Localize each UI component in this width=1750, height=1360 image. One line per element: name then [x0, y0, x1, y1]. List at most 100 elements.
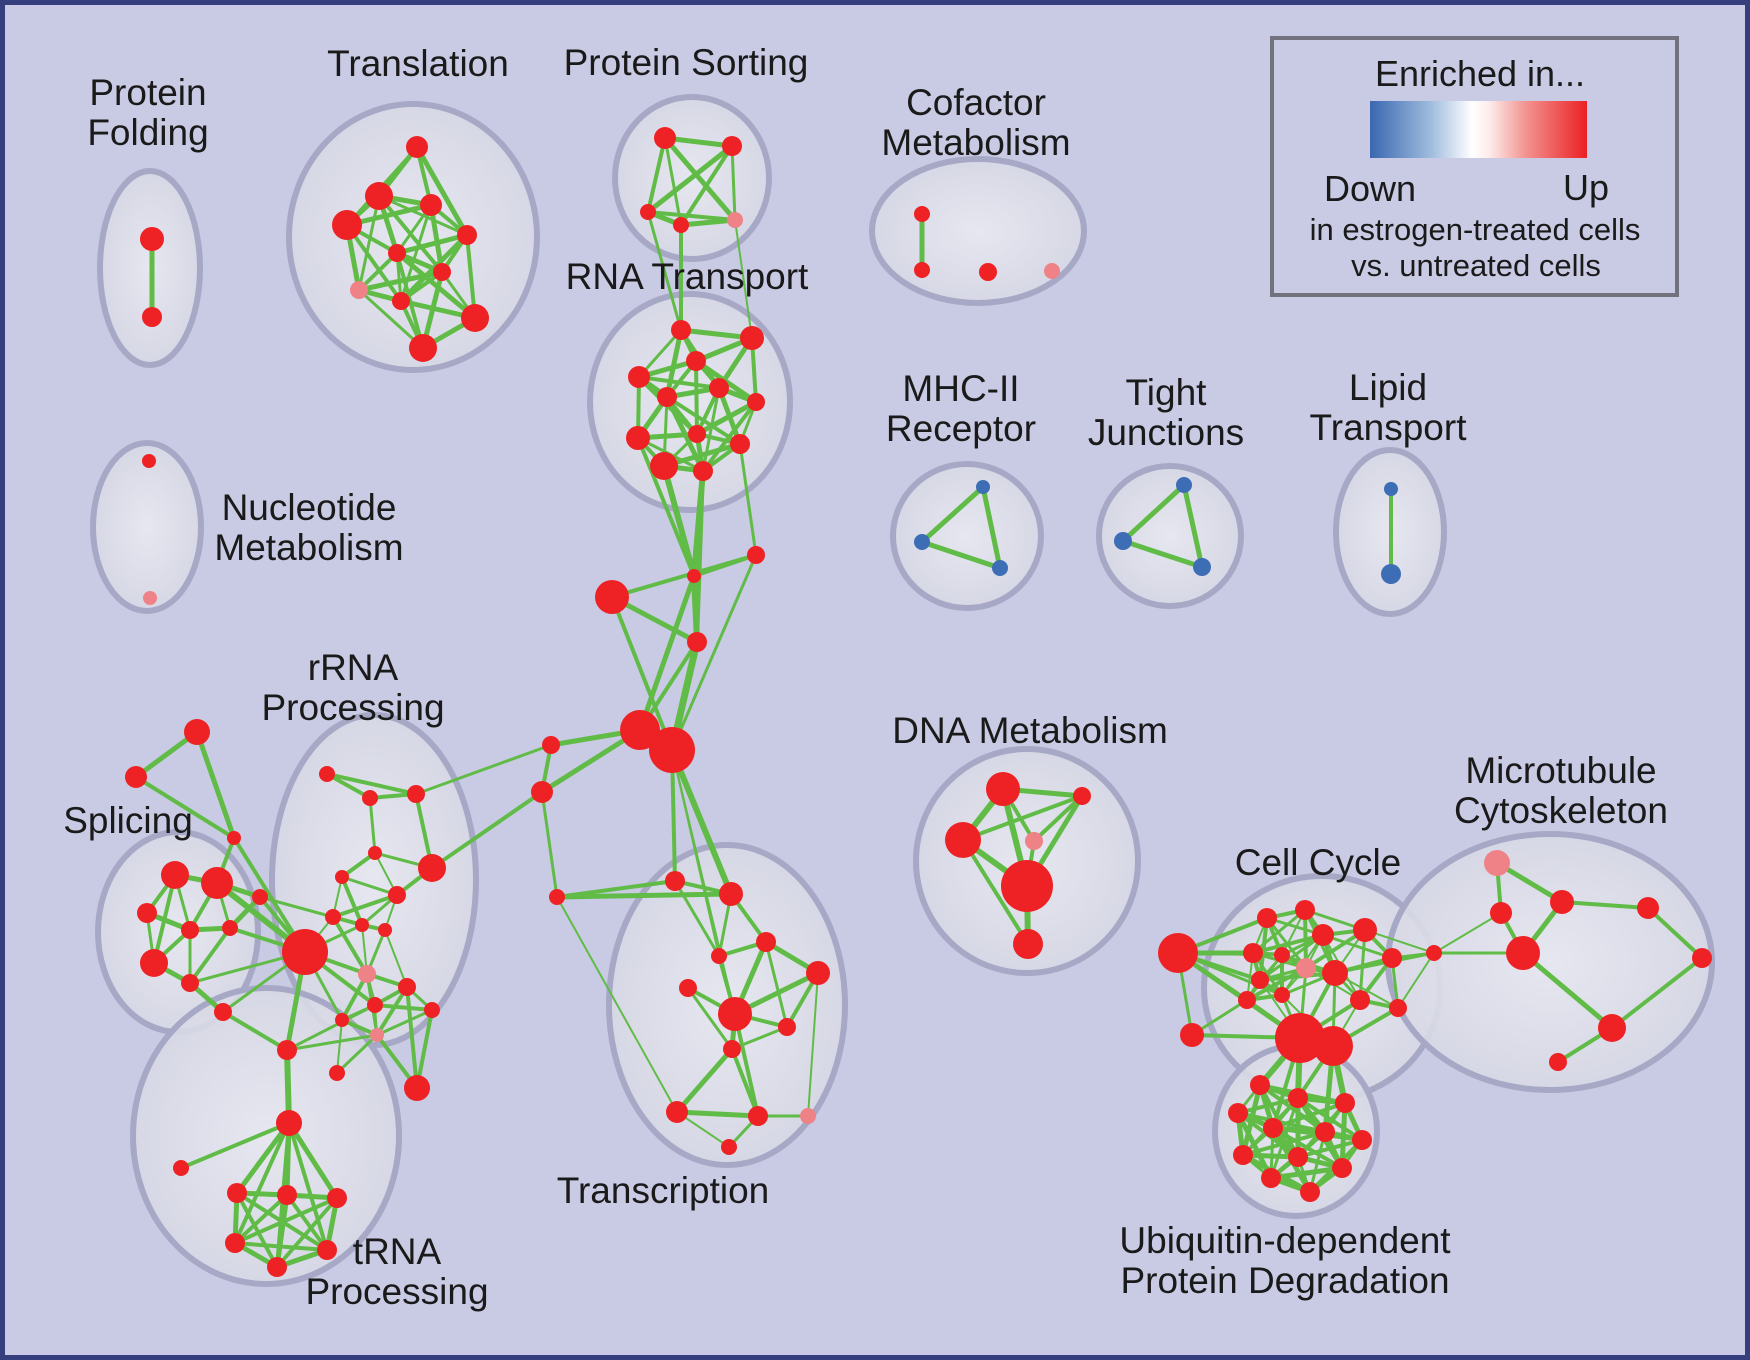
node-protein_sorting-3	[673, 217, 689, 233]
edge	[961, 794, 1084, 842]
node-cofactor-1	[914, 262, 930, 278]
node-rna_transport-0	[671, 320, 691, 340]
node-connectors-3	[687, 632, 707, 652]
edge	[678, 217, 738, 228]
edge	[1268, 1165, 1345, 1181]
edge	[134, 775, 236, 840]
node-splicing-8	[252, 889, 268, 905]
edge	[662, 135, 738, 223]
edge	[221, 1010, 289, 1052]
edge	[1120, 538, 1205, 570]
edge	[556, 896, 678, 1113]
node-nucleotide-0	[142, 454, 156, 468]
node-rna_transport-4	[657, 387, 677, 407]
edge	[1646, 906, 1704, 960]
node-rrna-9	[378, 923, 392, 937]
edge	[357, 288, 425, 350]
node-protein_sorting-0	[654, 127, 676, 149]
edge	[233, 1196, 339, 1245]
edge	[610, 595, 674, 752]
edge	[1321, 933, 1394, 960]
node-splicing-6	[181, 974, 199, 992]
node-transcription-6	[718, 997, 752, 1031]
node-dna-1	[1073, 787, 1091, 805]
node-connectors-8	[549, 889, 565, 905]
node-cell_cycle-10	[1275, 1013, 1325, 1063]
cluster-label-mhc: Receptor	[886, 408, 1036, 449]
node-lipid-0	[1384, 482, 1398, 496]
node-trna-2	[173, 1160, 189, 1176]
node-connectors-1	[747, 546, 765, 564]
node-dna-4	[1001, 860, 1053, 912]
edge	[730, 1047, 760, 1118]
node-cell_cycle-8	[1274, 987, 1290, 1003]
node-mhc-0	[976, 480, 990, 494]
node-translation-4	[457, 225, 477, 245]
node-nucleotide-1	[143, 591, 157, 605]
edge	[345, 223, 403, 303]
node-mhc-2	[992, 560, 1008, 576]
cluster-label-dna: DNA Metabolism	[892, 710, 1168, 751]
edge	[414, 743, 553, 796]
node-connectors-2	[595, 580, 629, 614]
node-transcription-3	[711, 948, 727, 964]
cluster-label-rna_transport: RNA Transport	[566, 256, 809, 297]
node-ubiquitin-7	[1233, 1145, 1253, 1165]
edge	[430, 790, 544, 870]
edge	[188, 926, 232, 985]
edge	[368, 796, 377, 855]
node-rrna-10	[282, 929, 328, 975]
node-protein_folding-0	[140, 227, 164, 251]
node-trna-3	[227, 1183, 247, 1203]
node-ubiquitin-4	[1263, 1118, 1283, 1138]
node-splicing_triangle-2	[227, 831, 241, 845]
edge	[233, 1193, 289, 1245]
node-protein_sorting-1	[722, 136, 742, 156]
edge	[637, 375, 721, 390]
edge	[636, 436, 696, 578]
node-cell_cycle-15	[1389, 999, 1407, 1017]
cluster-label-rrna: rRNA	[308, 647, 399, 688]
node-trna-4	[277, 1185, 297, 1205]
node-dna-2	[945, 822, 981, 858]
node-connectors-7	[531, 781, 553, 803]
edge	[669, 747, 734, 897]
edge	[235, 1191, 279, 1269]
node-trna-0	[276, 1110, 302, 1136]
node-cell_cycle-3	[1243, 943, 1263, 963]
cluster-label-ubiquitin: Ubiquitin-dependent	[1119, 1220, 1451, 1261]
node-rrna-18	[329, 1065, 345, 1081]
node-transcription-12	[721, 1139, 737, 1155]
node-trna-7	[317, 1240, 337, 1260]
node-cell_cycle-1	[1295, 900, 1315, 920]
node-ubiquitin-5	[1315, 1122, 1335, 1142]
edge	[1520, 950, 1615, 1031]
node-ubiquitin-8	[1288, 1147, 1308, 1167]
node-cell_cycle_out-1	[1180, 1023, 1204, 1047]
node-splicing_triangle-0	[184, 719, 210, 745]
edge	[919, 484, 986, 545]
node-ubiquitin-10	[1261, 1168, 1281, 1188]
node-transcription-1	[719, 882, 743, 906]
node-ubiquitin-11	[1300, 1182, 1320, 1202]
node-splicing_triangle-1	[125, 766, 147, 788]
node-rna_transport-5	[709, 378, 729, 398]
edge	[285, 1003, 377, 1052]
node-splicing-2	[137, 903, 157, 923]
edge	[335, 1033, 379, 1075]
edge	[645, 143, 735, 215]
cluster-label-trna: Processing	[305, 1271, 488, 1312]
node-microtubule-2	[1490, 902, 1512, 924]
node-microtubule-7	[1598, 1014, 1626, 1042]
node-connectors-6	[542, 736, 560, 754]
cluster-label-nucleotide: Metabolism	[214, 527, 403, 568]
node-rrna-14	[424, 1002, 440, 1018]
edge	[331, 915, 369, 976]
edge	[1296, 1138, 1364, 1159]
node-microtubule-8	[1549, 1053, 1567, 1071]
edge	[733, 1012, 760, 1118]
edge	[694, 359, 699, 436]
cluster-label-microtubule: Cytoskeleton	[1454, 790, 1668, 831]
cluster-label-microtubule: Microtubule	[1465, 750, 1656, 791]
